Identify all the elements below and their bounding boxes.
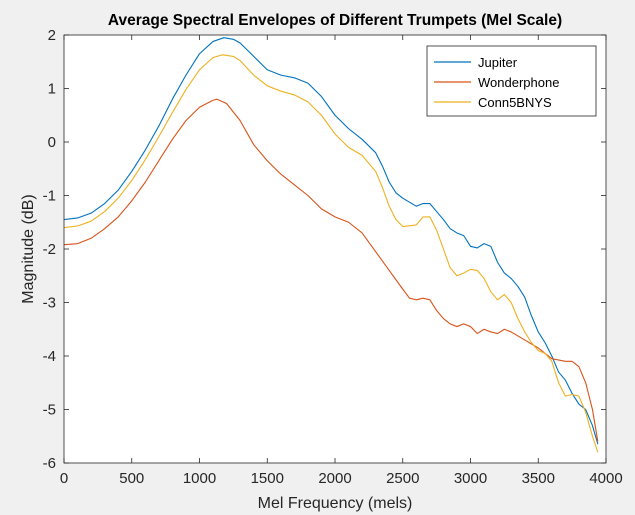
x-tick-label: 2000	[318, 470, 351, 487]
x-axis-label: Mel Frequency (mels)	[258, 495, 413, 512]
legend-label-jupiter: Jupiter	[478, 55, 518, 70]
x-tick-label: 1500	[251, 470, 284, 487]
series-layer	[63, 37, 599, 453]
y-tick-label: 0	[48, 134, 56, 151]
legend: Jupiter Wonderphone Conn5BNYS	[426, 45, 597, 117]
legend-label-wonderphone: Wonderphone	[478, 75, 559, 90]
y-tick-label: -5	[43, 402, 56, 419]
y-tick-label: -1	[43, 188, 56, 205]
x-tick-label: 2500	[386, 470, 419, 487]
y-tick-label: 1	[48, 81, 56, 98]
y-tick-label: -4	[43, 348, 56, 365]
x-tick-label: 500	[119, 470, 144, 487]
chart-title: Average Spectral Envelopes of Different …	[108, 12, 562, 29]
x-tick-label: 0	[60, 470, 68, 487]
x-tick-label: 4000	[589, 470, 622, 487]
series-line-jupiter	[63, 37, 599, 445]
series-line-wonderphone	[63, 98, 599, 442]
y-axis-label: Magnitude (dB)	[20, 194, 37, 303]
x-tick-label: 1000	[183, 470, 216, 487]
series-line-conn5bnys	[63, 54, 599, 453]
ticks-layer: 0 500 1000 1500 2000 2500 3000 3500 4000 -6 -5 -4 -3…	[43, 27, 623, 487]
y-tick-label: 2	[48, 27, 56, 44]
y-tick-label: -2	[43, 241, 56, 258]
y-tick-label: -6	[43, 455, 56, 472]
x-tick-label: 3000	[454, 470, 487, 487]
legend-label-conn5bnys: Conn5BNYS	[478, 95, 552, 110]
y-tick-label: -3	[43, 295, 56, 312]
x-tick-label: 3500	[522, 470, 555, 487]
legend-box	[426, 45, 597, 117]
